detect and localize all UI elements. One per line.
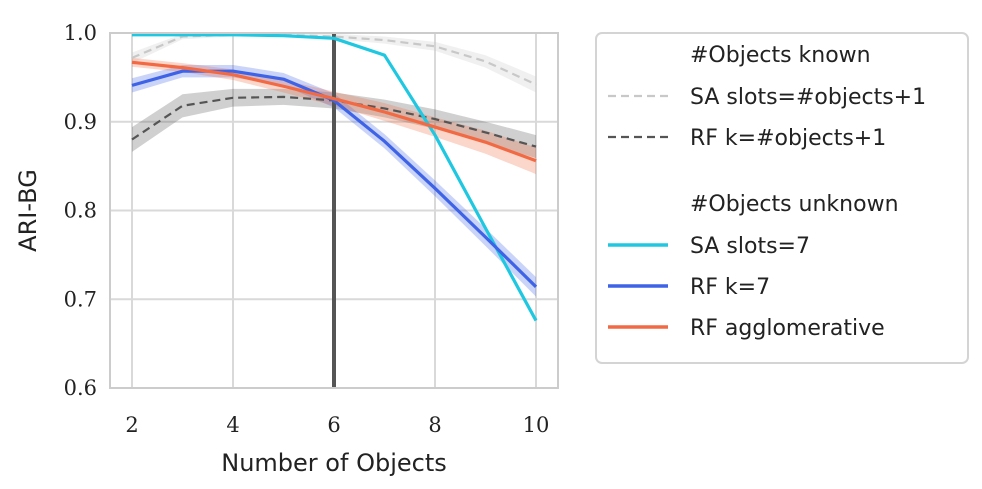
- band-series-1: [132, 88, 536, 159]
- y-tick-labels: 0.6 0.7 0.8 0.9 1.0: [64, 21, 97, 400]
- y-tick-label-0: 0.6: [64, 376, 97, 400]
- band-series-4: [132, 57, 536, 175]
- legend-entry-1-1: RF k=7: [690, 275, 770, 300]
- y-tick-label-1: 0.7: [64, 287, 97, 311]
- y-tick-label-4: 1.0: [64, 21, 97, 45]
- legend: #Objects known SA slots=#objects+1 RF k=#o…: [595, 32, 969, 364]
- band-series-0: [132, 33, 536, 93]
- x-tick-label-4: 4: [226, 413, 239, 437]
- y-tick-label-2: 0.8: [64, 199, 97, 223]
- x-tick-label-10: 10: [523, 413, 550, 437]
- legend-box: [595, 32, 969, 364]
- x-axis-label: Number of Objects: [221, 449, 446, 477]
- plot-frame: [109, 32, 559, 389]
- legend-entry-1-0: SA slots=7: [690, 234, 810, 259]
- line-series-2: [132, 33, 538, 322]
- legend-entry-0-0: SA slots=#objects+1: [690, 85, 926, 110]
- legend-group-title-0: #Objects known: [690, 43, 871, 68]
- confidence-bands: [132, 33, 536, 297]
- line-series-4: [131, 60, 537, 163]
- x-tick-label-2: 2: [125, 413, 138, 437]
- series-lines: [131, 33, 538, 322]
- x-tick-labels: 2 4 6 8 10: [125, 413, 549, 437]
- legend-group-title-1: #Objects unknown: [690, 192, 899, 217]
- legend-entry-0-1: RF k=#objects+1: [690, 126, 886, 151]
- legend-entry-1-2: RF agglomerative: [690, 316, 885, 341]
- x-tick-label-8: 8: [428, 413, 441, 437]
- x-tick-label-6: 6: [327, 413, 340, 437]
- y-tick-label-3: 0.9: [64, 110, 97, 134]
- y-axis-label: ARI-BG: [14, 169, 42, 252]
